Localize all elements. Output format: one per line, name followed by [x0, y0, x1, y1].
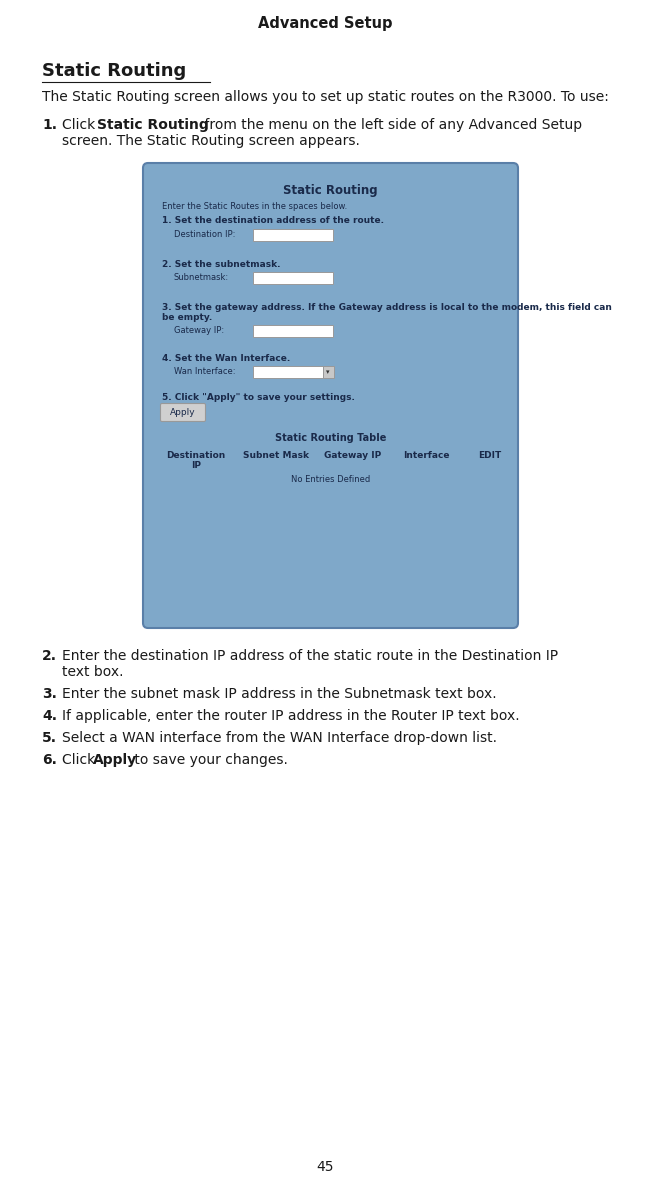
Text: Destination: Destination: [166, 451, 226, 460]
Text: 6.: 6.: [42, 753, 57, 766]
Bar: [323, 366, 334, 378]
Text: 1.: 1.: [42, 118, 57, 132]
Bar: [253, 325, 333, 337]
Text: Advanced Setup: Advanced Setup: [258, 15, 392, 31]
Text: The Static Routing screen allows you to set up static routes on the R3000. To us: The Static Routing screen allows you to …: [42, 91, 609, 104]
Text: 5. Click "Apply" to save your settings.: 5. Click "Apply" to save your settings.: [162, 393, 355, 402]
Text: 4.: 4.: [42, 709, 57, 724]
Text: Apply: Apply: [93, 753, 137, 766]
Text: to save your changes.: to save your changes.: [130, 753, 288, 766]
Text: Gateway IP:: Gateway IP:: [174, 325, 224, 335]
Text: Interface: Interface: [403, 452, 449, 460]
Bar: [253, 366, 323, 378]
Text: text box.: text box.: [62, 665, 124, 679]
FancyBboxPatch shape: [143, 163, 518, 628]
Text: 3. Set the gateway address. If the Gateway address is local to the modem, this f: 3. Set the gateway address. If the Gatew…: [162, 303, 612, 312]
Text: Static Routing: Static Routing: [42, 62, 187, 80]
Text: 2.: 2.: [42, 648, 57, 663]
Text: 2. Set the subnetmask.: 2. Set the subnetmask.: [162, 260, 281, 269]
Text: EDIT: EDIT: [478, 452, 502, 460]
Text: Wan Interface:: Wan Interface:: [174, 367, 235, 375]
Text: IP: IP: [191, 461, 201, 470]
Text: Subnetmask:: Subnetmask:: [174, 273, 229, 283]
Text: Static Routing Table: Static Routing Table: [275, 433, 386, 443]
Text: Select a WAN interface from the WAN Interface drop-down list.: Select a WAN interface from the WAN Inte…: [62, 731, 497, 745]
Text: Enter the Static Routes in the spaces below.: Enter the Static Routes in the spaces be…: [162, 201, 347, 211]
Text: 1. Set the destination address of the route.: 1. Set the destination address of the ro…: [162, 216, 384, 225]
Bar: [253, 229, 333, 241]
Text: ▾: ▾: [326, 370, 330, 375]
Text: Static Routing: Static Routing: [283, 184, 378, 197]
Text: Destination IP:: Destination IP:: [174, 230, 235, 240]
Text: Subnet Mask: Subnet Mask: [243, 452, 309, 460]
Text: Enter the subnet mask IP address in the Subnetmask text box.: Enter the subnet mask IP address in the …: [62, 687, 497, 701]
Text: Click: Click: [62, 118, 99, 132]
Text: 4. Set the Wan Interface.: 4. Set the Wan Interface.: [162, 354, 291, 364]
Text: No Entries Defined: No Entries Defined: [291, 474, 370, 484]
Text: be empty.: be empty.: [162, 313, 213, 322]
Text: from the menu on the left side of any Advanced Setup: from the menu on the left side of any Ad…: [200, 118, 582, 132]
Bar: [253, 272, 333, 284]
Text: Enter the destination IP address of the static route in the Destination IP: Enter the destination IP address of the …: [62, 648, 558, 663]
Text: Click: Click: [62, 753, 99, 766]
Text: Static Routing: Static Routing: [97, 118, 209, 132]
Text: 5.: 5.: [42, 731, 57, 745]
FancyBboxPatch shape: [161, 404, 205, 422]
Text: 45: 45: [317, 1160, 333, 1174]
Text: Gateway IP: Gateway IP: [324, 452, 382, 460]
Text: Apply: Apply: [170, 408, 196, 417]
Text: 3.: 3.: [42, 687, 57, 701]
Text: If applicable, enter the router IP address in the Router IP text box.: If applicable, enter the router IP addre…: [62, 709, 519, 724]
Text: screen. The Static Routing screen appears.: screen. The Static Routing screen appear…: [62, 134, 360, 148]
